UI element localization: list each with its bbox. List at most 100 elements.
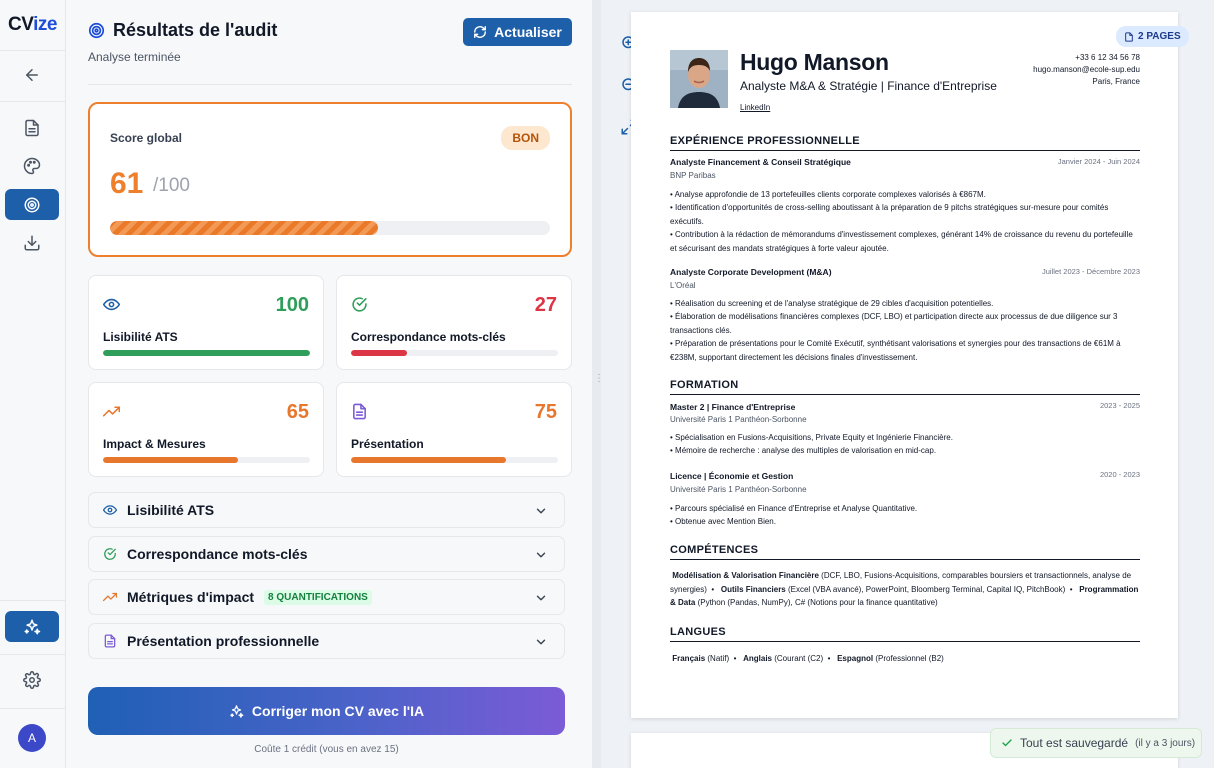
back-button[interactable] — [5, 59, 59, 90]
degree-title: Licence | Économie et Gestion — [670, 471, 794, 481]
panel-header: Résultats de l'audit — [88, 20, 277, 41]
trend-up-icon — [103, 590, 117, 604]
rail-ai-button[interactable] — [5, 611, 59, 642]
arrow-left-icon — [26, 68, 38, 81]
refresh-icon — [474, 26, 487, 38]
job-title: Analyste Corporate Development (M&A) — [670, 267, 832, 277]
global-score-card: Score global BON 61 /100 — [88, 102, 572, 257]
separator: • — [1069, 584, 1073, 594]
sparkles-icon — [230, 704, 244, 718]
target-icon — [24, 197, 40, 212]
linkedin-link[interactable]: LinkedIn — [740, 103, 771, 112]
job-company: L'Oréal — [670, 281, 696, 290]
cv-phone: +33 6 12 34 56 78 — [1075, 53, 1140, 62]
metric-progress-fill — [103, 457, 238, 463]
fix-cv-ai-button[interactable]: Corriger mon CV avec l'IA — [88, 687, 565, 735]
languages-list: Français (Natif) • Anglais (Courant (C2)… — [670, 652, 1140, 666]
sparkles-icon — [24, 619, 41, 634]
language-level: (Professionnel (B2) — [875, 654, 944, 663]
degree-school: Université Paris 1 Panthéon-Sorbonne — [670, 485, 807, 494]
metric-progress-bar — [351, 350, 558, 356]
degree-date: 2020 - 2023 — [1099, 470, 1140, 479]
gear-icon — [23, 670, 41, 689]
section-presentation-accordion[interactable]: Présentation professionnelle — [88, 623, 565, 659]
job-company: BNP Paribas — [670, 171, 716, 180]
section-label: Présentation professionnelle — [127, 633, 320, 649]
quantifications-badge: 8 QUANTIFICATIONS — [264, 589, 372, 605]
score-max: /100 — [153, 175, 190, 196]
metric-card-keywords: 27 Correspondance mots-clés — [336, 275, 572, 370]
cv-role: Analyste M&A & Stratégie | Finance d'Ent… — [740, 79, 997, 93]
bullet: • Mémoire de recherche : analyse des mul… — [670, 446, 937, 456]
metric-progress-fill — [103, 350, 310, 356]
rail-design-button[interactable] — [5, 150, 59, 181]
trend-up-icon — [103, 403, 120, 420]
score-progress-bar — [110, 221, 550, 235]
check-circle-icon — [103, 547, 117, 561]
metric-label: Impact & Mesures — [103, 437, 206, 451]
chevron-down-icon — [534, 548, 548, 562]
section-ats-accordion[interactable]: Lisibilité ATS — [88, 492, 565, 528]
panel-resize-handle[interactable]: ⋮⋮ — [592, 0, 613, 768]
metric-progress-fill — [351, 457, 507, 463]
chevron-down-icon — [534, 591, 548, 605]
skill-detail: (Python (Pandas, NumPy), C# (Notions pou… — [697, 598, 938, 608]
avatar[interactable]: A — [18, 724, 46, 752]
section-label: Lisibilité ATS — [127, 502, 215, 518]
score-label: Score global — [110, 131, 183, 145]
brand-logo[interactable]: CVize — [8, 14, 57, 35]
metric-value: 100 — [275, 294, 309, 316]
metric-label: Lisibilité ATS — [103, 330, 178, 344]
section-label: Métriques d'impact — [127, 589, 255, 605]
save-status-toast: Tout est sauvegardé (il y a 3 jours) — [990, 728, 1202, 758]
metric-progress-fill — [351, 350, 407, 356]
separator: • — [711, 584, 715, 594]
degree-school: Université Paris 1 Panthéon-Sorbonne — [670, 415, 807, 424]
refresh-button[interactable]: Actualiser — [463, 18, 572, 46]
ai-button-label: Corriger mon CV avec l'IA — [251, 703, 425, 719]
target-icon — [88, 22, 105, 39]
language-name: Français — [672, 654, 706, 663]
rail-audit-button[interactable] — [5, 189, 59, 220]
rail-download-button[interactable] — [5, 227, 59, 258]
metric-label: Correspondance mots-clés — [351, 330, 506, 344]
download-icon — [24, 235, 40, 250]
degree-date: 2023 - 2025 — [1099, 401, 1140, 410]
cv-contact: +33 6 12 34 56 78 hugo.manson@ecole-sup.… — [990, 52, 1140, 88]
section-keywords-accordion[interactable]: Correspondance mots-clés — [88, 536, 565, 572]
skill-name: Programmation & Data — [670, 584, 1139, 608]
section-heading: EXPÉRIENCE PROFESSIONNELLE — [670, 135, 1140, 151]
bullet: • Obtenue avec Mention Bien. — [670, 517, 776, 527]
rail-document-button[interactable] — [5, 112, 59, 143]
metric-progress-bar — [351, 457, 558, 463]
metric-label: Présentation — [351, 437, 424, 451]
cv-page — [631, 12, 1178, 718]
cv-location: Paris, France — [1092, 77, 1140, 86]
metric-card-presentation: 75 Présentation — [336, 382, 572, 477]
rail-settings-button[interactable] — [5, 664, 59, 695]
section-impact-accordion[interactable]: Métriques d'impact 8 QUANTIFICATIONS — [88, 579, 565, 615]
metric-progress-bar — [103, 457, 310, 463]
metric-progress-bar — [103, 350, 310, 356]
bullet: • Contribution à la rédaction de mémoran… — [670, 230, 1133, 253]
bullet: • Préparation de présentations pour le C… — [670, 339, 1121, 362]
separator: • — [827, 654, 831, 663]
degree-title: Master 2 | Finance d'Entreprise — [670, 402, 796, 412]
page-count-badge: 2 PAGES — [1116, 26, 1189, 47]
divider — [88, 84, 572, 85]
section-heading: FORMATION — [670, 379, 1140, 395]
job-date: Janvier 2024 - Juin 2024 — [1057, 157, 1140, 166]
refresh-label: Actualiser — [494, 24, 562, 40]
document-icon — [351, 403, 368, 420]
eye-icon — [103, 503, 117, 517]
score-value: 61 — [110, 167, 144, 200]
left-rail: CVize A — [0, 0, 66, 768]
bullet: • Parcours spécialisé en Finance d'Entre… — [670, 504, 918, 513]
page-title: Résultats de l'audit — [113, 20, 278, 40]
metric-card-ats: 100 Lisibilité ATS — [88, 275, 324, 370]
rail-divider — [0, 708, 66, 709]
eye-icon — [103, 296, 120, 313]
rail-divider — [0, 654, 66, 655]
rail-divider — [0, 101, 66, 102]
credit-note: Coûte 1 crédit (vous en avez 15) — [254, 744, 399, 755]
